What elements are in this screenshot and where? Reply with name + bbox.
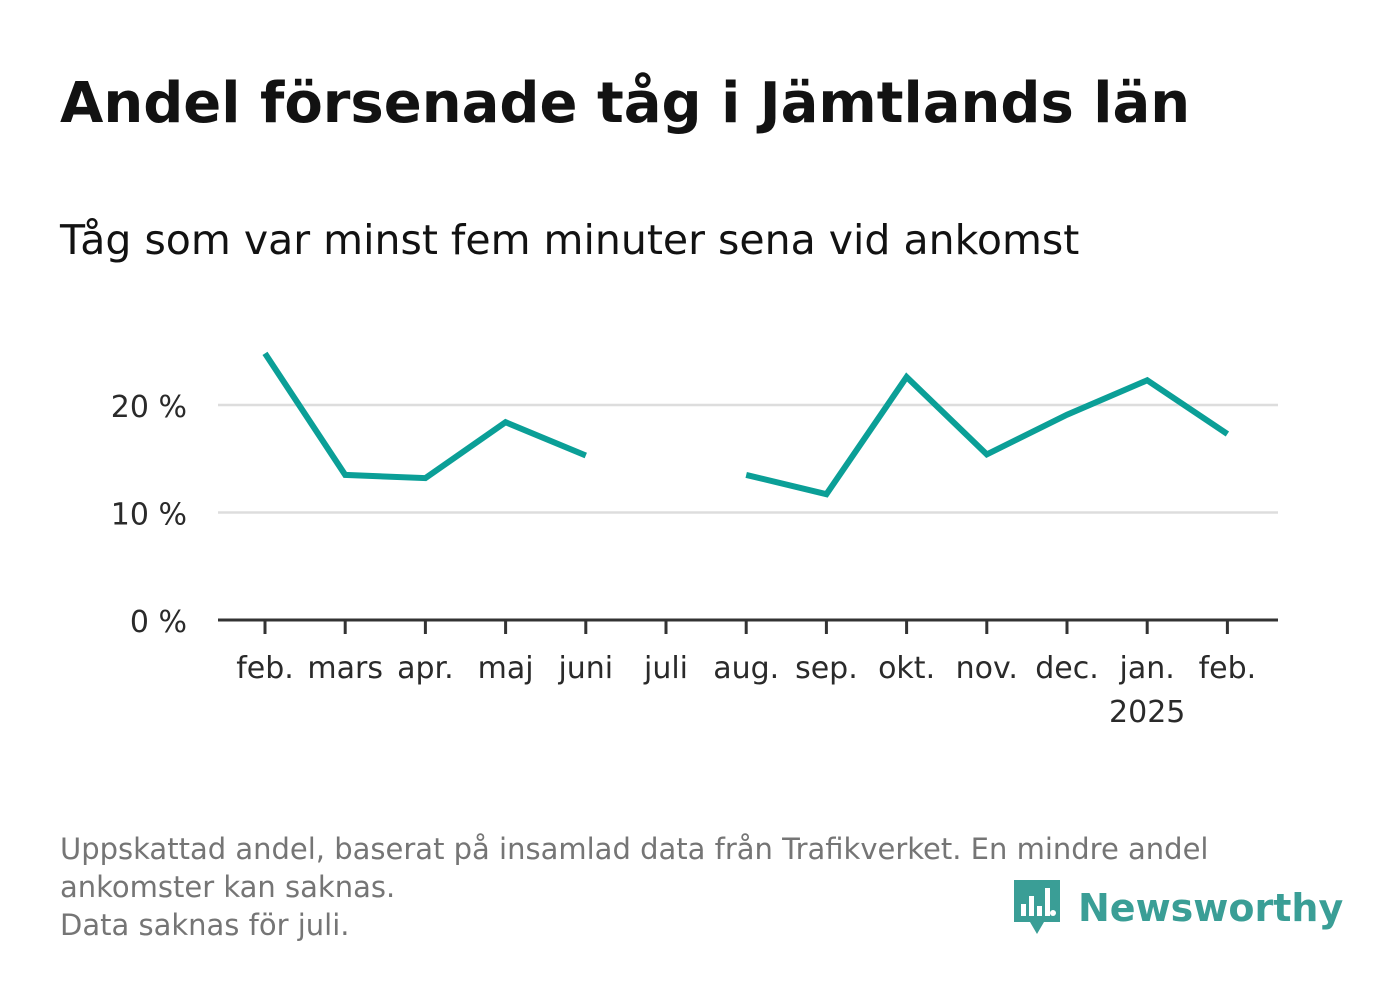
y-tick-label: 10 % xyxy=(111,498,187,533)
x-tick-label: dec. xyxy=(1035,651,1099,686)
y-tick-label: 20 % xyxy=(111,390,187,425)
x-tick-label: jan. xyxy=(1119,651,1175,686)
series-lines xyxy=(262,351,1230,498)
footnote-line-2: ankomster kan saknas. xyxy=(60,870,396,904)
x-tick-label: mars xyxy=(307,651,383,686)
x-tick-label: maj xyxy=(478,651,534,686)
series-line xyxy=(262,351,587,482)
y-axis-tick-labels: 0 % 10 % 20 % xyxy=(111,390,187,640)
x-axis xyxy=(218,618,1278,634)
x-tick-label: aug. xyxy=(713,651,779,686)
line-chart: 0 % 10 % 20 % feb. mars apr. maj juni juli aug. s… xyxy=(111,351,1278,730)
brand-logo: Newsworthy xyxy=(1010,876,1343,940)
grid-lines xyxy=(218,403,1278,514)
x-tick-label: apr. xyxy=(397,651,454,686)
x-tick-label: okt. xyxy=(878,651,935,686)
footnote: Uppskattad andel, baserat på insamlad da… xyxy=(60,830,1320,944)
chart-title: Andel försenade tåg i Jämtlands län xyxy=(60,71,1191,136)
x-tick-label: sep. xyxy=(795,651,858,686)
x-tick-year-label: 2025 xyxy=(1109,695,1185,730)
x-tick-label: feb. xyxy=(236,651,294,686)
series-line xyxy=(745,372,1230,498)
y-tick-label: 0 % xyxy=(130,605,187,640)
footnote-line-1: Uppskattad andel, baserat på insamlad da… xyxy=(60,832,1209,866)
x-tick-label: juli xyxy=(643,651,688,686)
brand-name: Newsworthy xyxy=(1078,886,1344,930)
footnote-line-3: Data saknas för juli. xyxy=(60,908,350,942)
x-axis-tick-labels: feb. mars apr. maj juni juli aug. sep. okt. nov. d… xyxy=(236,651,1256,730)
x-tick-label: nov. xyxy=(956,651,1018,686)
x-tick-label: feb. xyxy=(1199,651,1257,686)
newsworthy-logo-icon xyxy=(1014,880,1060,934)
chart-subtitle: Tåg som var minst fem minuter sena vid a… xyxy=(60,216,1080,264)
x-tick-label: juni xyxy=(557,651,613,686)
